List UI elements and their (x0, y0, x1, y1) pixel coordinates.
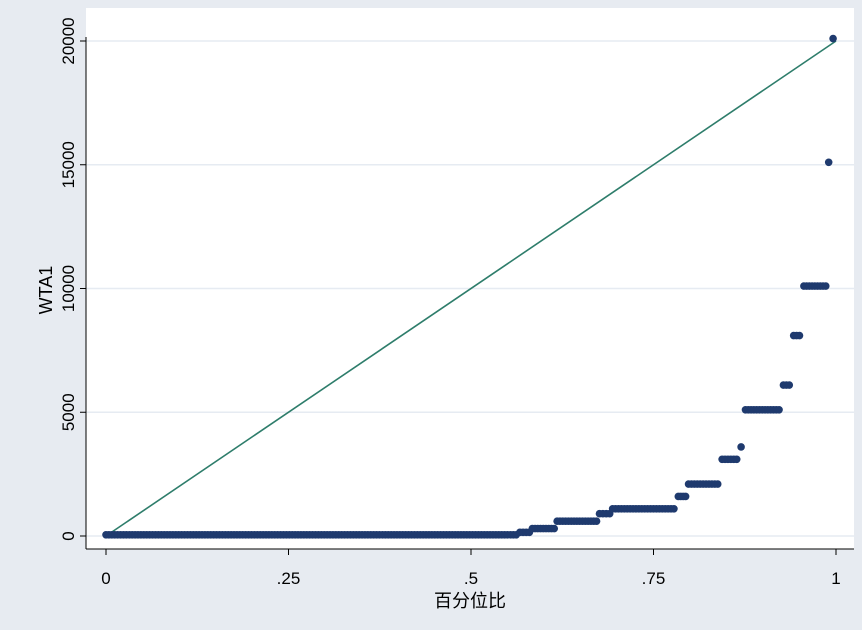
data-points (102, 34, 837, 539)
x-tick-labels: 0 .25 .5 .75 1 (101, 569, 840, 588)
data-point-233 (785, 381, 794, 389)
x-tick-label-2: .5 (464, 569, 478, 588)
x-tick-label-3: .75 (642, 569, 666, 588)
reference-line (105, 40, 837, 537)
axes (80, 37, 854, 555)
x-tick-label-4: 1 (831, 569, 840, 588)
data-point-236 (795, 331, 804, 340)
data-point-246 (824, 158, 833, 167)
y-tick-label-1: 5000 (59, 393, 78, 431)
data-point-247 (829, 34, 837, 43)
data-point-199 (681, 492, 690, 501)
y-tick-label-2: 10000 (59, 265, 78, 312)
plot-area (86, 8, 854, 549)
data-point-217 (737, 443, 745, 451)
data-point-195 (670, 504, 678, 513)
y-tick-label-0: 0 (59, 531, 78, 540)
x-tick-label-1: .25 (277, 569, 301, 588)
x-tick-label-0: 0 (101, 569, 110, 588)
data-point-210 (713, 480, 722, 488)
data-point-230 (775, 405, 783, 414)
data-point-169 (592, 517, 601, 525)
data-point-245 (821, 282, 830, 290)
data-point-154 (550, 524, 559, 533)
y-tick-labels: 0 5000 10000 15000 20000 (59, 17, 78, 540)
x-axis-title: 百分位比 (434, 591, 506, 611)
data-point-216 (732, 455, 741, 464)
y-tick-label-3: 15000 (59, 141, 78, 188)
reference-line-group (105, 40, 837, 537)
y-axis-title: WTA1 (36, 266, 56, 315)
y-tick-label-4: 20000 (59, 17, 78, 64)
